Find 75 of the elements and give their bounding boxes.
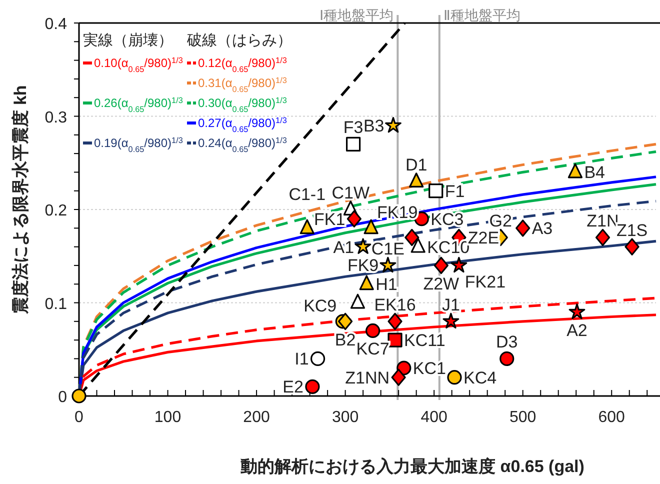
ref-line-label: Ⅰ種地盤平均 [320,7,394,23]
point [624,238,640,256]
annotation: FK9 [347,256,379,275]
legend-label: 0.31(α$_{0.65}$/980)$^{1/3}$ [198,76,288,94]
point [366,323,380,338]
annotation: A2 [566,321,588,340]
point [404,228,420,246]
point [346,210,362,228]
annotation: I1 [294,350,309,369]
x-tick-label: 500 [509,409,536,426]
y-tick-label: 0 [58,389,68,406]
annotation: 実線（崩壊） [83,32,173,49]
y-tick-label: 0.4 [44,16,68,33]
annotation: KC11 [404,331,446,350]
x-axis-title: 動的解析における入力最大加速度 α0.65 (gal) [240,457,584,476]
y-tick-label: 0.3 [44,109,68,126]
x-tick-label: 100 [154,409,182,426]
annotation: F3 [343,118,364,138]
annotation: C1-1 [288,185,326,204]
annotation: Z2W [423,274,460,294]
x-tick-label: 600 [598,409,626,426]
annotation: EK16 [374,295,416,314]
legend-label: 0.27(α$_{0.65}$/980)$^{1/3}$ [198,116,288,134]
annotation: C1E [371,239,404,258]
legend-label: 0.30(α$_{0.65}$/980)$^{1/3}$ [198,96,288,114]
y-axis-title: 震度法による限界水平震度 kh [11,85,30,315]
annotation: KC3 [430,210,464,229]
annotation: 破線（はらみ） [186,32,292,49]
point [516,220,530,237]
point [388,312,402,330]
x-tick-label: 300 [332,409,359,426]
annotation: FK21 [464,272,506,292]
annotation: Z1NN [345,368,390,388]
annotation: B4 [584,163,606,182]
annotation: FK1 [314,210,346,229]
point [300,219,314,234]
annotation: A3 [532,219,553,238]
point [391,368,406,386]
annotation: B3 [363,116,384,136]
legend-label: 0.26(α$_{0.65}$/980)$^{1/3}$ [94,96,184,114]
x-tick-label: 400 [420,409,448,426]
annotation: F1 [444,182,465,201]
point [305,379,320,394]
point [346,136,361,152]
annotation: D3 [496,332,518,352]
annotation: KC10 [427,238,470,257]
ref-line-label: Ⅱ種地盤平均 [443,7,520,23]
annotation: Z1S [616,220,648,240]
annotation: KC4 [463,368,497,388]
point [359,275,374,290]
legend-label: 0.19(α$_{0.65}$/980)$^{1/3}$ [94,136,184,154]
legend-label: 0.10(α$_{0.65}$/980)$^{1/3}$ [94,56,184,74]
annotation: KC7 [356,340,390,359]
point [428,184,444,198]
point [568,163,583,178]
annotation: J1 [442,295,460,314]
legend-label: 0.24(α$_{0.65}$/980)$^{1/3}$ [198,136,288,154]
point [595,228,610,246]
annotation: B2 [334,330,356,350]
x-tick-label: 0 [74,409,84,426]
point [364,219,378,234]
annotation: H1 [376,275,398,294]
annotation: D1 [405,156,428,175]
point [500,351,514,366]
annotation: A1 [333,238,354,257]
y-tick-label: 0.1 [44,296,68,313]
legend-label: 0.12(α$_{0.65}$/980)$^{1/3}$ [198,56,288,74]
annotation: E2 [282,378,304,397]
annotation: KC9 [304,296,337,316]
y-tick-label: 0.2 [44,202,68,220]
point [434,256,448,274]
point [409,172,424,188]
annotation: KC1 [412,359,446,378]
x-tick-label: 200 [243,409,270,426]
annotation: C1W [332,184,370,202]
